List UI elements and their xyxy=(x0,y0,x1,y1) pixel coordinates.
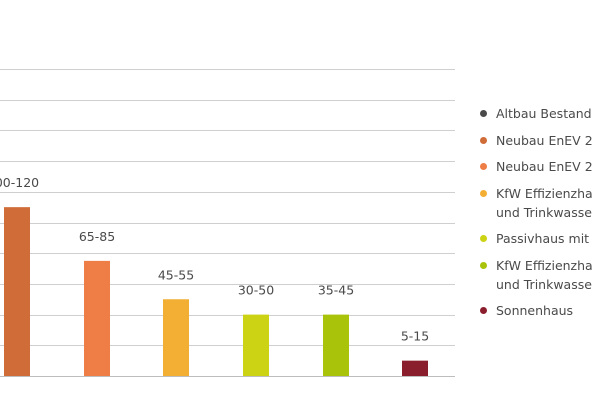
legend-label: Neubau EnEV 2 xyxy=(496,159,593,174)
legend-item: Altbau Bestand xyxy=(478,104,600,123)
data-label: 65-85 xyxy=(79,229,115,244)
data-label: 35-45 xyxy=(318,283,354,298)
data-label: 30-50 xyxy=(238,283,274,298)
legend-item: KfW Effizienzha und Trinkwasse xyxy=(478,184,600,222)
legend-dot-icon xyxy=(480,110,487,117)
legend-item: Neubau EnEV 2 xyxy=(478,131,600,150)
legend-label: Neubau EnEV 2 xyxy=(496,132,593,148)
legend-dot-icon xyxy=(480,163,487,170)
legend-label: Altbau Bestand xyxy=(496,106,592,121)
legend-item: KfW Effizienzha und Trinkwasse xyxy=(478,256,600,294)
legend-label: KfW Effizienzha xyxy=(496,257,593,273)
bar xyxy=(163,299,189,376)
legend-item: Neubau EnEV 2 xyxy=(478,157,600,176)
bar xyxy=(323,314,349,376)
legend-label: Passivhaus mit xyxy=(496,231,590,246)
bar xyxy=(84,260,110,376)
legend-dot-icon xyxy=(480,307,487,314)
legend-item: Sonnenhaus xyxy=(478,301,600,320)
legend-dot-icon xyxy=(480,235,487,242)
data-label: 5-15 xyxy=(401,329,429,344)
bar xyxy=(4,207,30,376)
legend-dot-icon xyxy=(480,136,487,144)
legend-label: Sonnenhaus xyxy=(496,303,574,318)
data-label: 45-55 xyxy=(158,267,194,282)
legend-label: KfW Effizienzha xyxy=(496,185,593,201)
bar xyxy=(402,360,428,376)
legend-dot-icon xyxy=(480,189,487,197)
data-label: 00-120 xyxy=(0,175,39,190)
legend-label: und Trinkwasse xyxy=(496,276,592,292)
legend-label: und Trinkwasse xyxy=(496,204,592,220)
legend-dot-icon xyxy=(480,261,487,269)
bar xyxy=(243,314,269,376)
legend-item: Passivhaus mit xyxy=(478,229,600,248)
chart-legend: Altbau Bestand Neubau EnEV 2 Neubau EnEV 2… xyxy=(478,104,600,328)
